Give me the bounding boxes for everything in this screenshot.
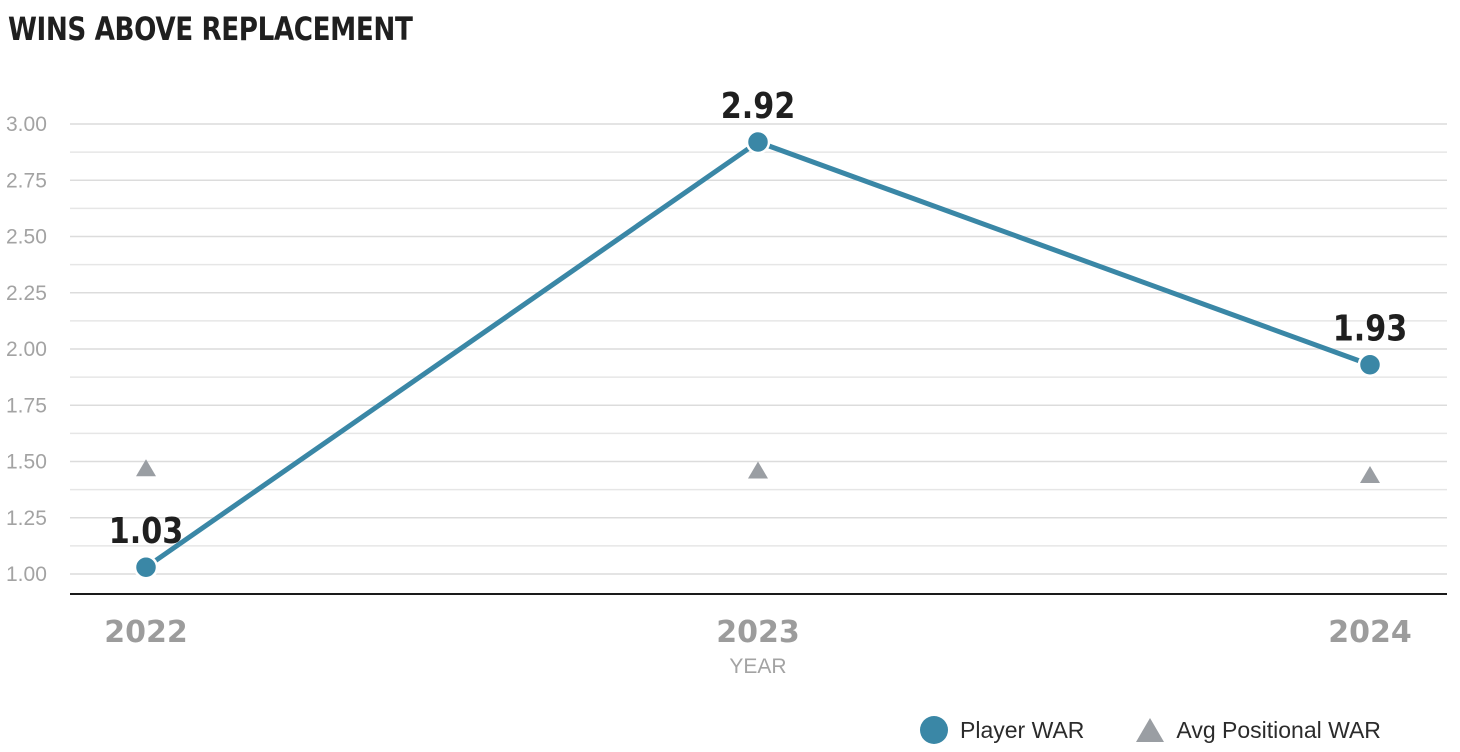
legend: Player WAR Avg Positional WAR [920, 716, 1381, 744]
y-tick-label: 2.00 [6, 338, 47, 361]
x-axis-label: YEAR [729, 655, 786, 678]
y-tick-label: 1.75 [6, 394, 47, 417]
x-axis-ticks: 2022 2023 2024 [104, 615, 1412, 650]
avg-positional-war-marker [748, 461, 768, 479]
player-war-point[interactable] [133, 555, 159, 580]
y-tick-label: 1.25 [6, 507, 47, 530]
triangle-marker-icon [1136, 718, 1165, 742]
y-tick-label: 1.50 [6, 451, 47, 474]
y-tick-label: 2.75 [6, 169, 47, 192]
player-war-point[interactable] [745, 129, 771, 155]
series-layer [133, 129, 1383, 580]
circle-marker-icon [920, 716, 948, 744]
y-axis-ticks: 1.00 1.25 1.50 1.75 2.00 2.25 2.50 2.75 3.00 [6, 113, 47, 586]
y-tick-label: 3.00 [6, 113, 47, 136]
grid-lines [70, 123, 1447, 575]
x-tick-label: 2023 [716, 615, 800, 650]
player-war-data-label: 1.93 [1333, 307, 1408, 349]
player-war-data-label: 2.92 [721, 84, 796, 126]
player-war-data-label: 1.03 [109, 510, 184, 552]
avg-positional-war-marker [1360, 466, 1380, 483]
player-war-line [144, 139, 1371, 570]
legend-label-player-war: Player WAR [960, 716, 1085, 743]
y-tick-label: 1.00 [6, 563, 47, 586]
legend-item-avg-positional-war[interactable]: Avg Positional WAR [1136, 717, 1381, 744]
y-tick-label: 2.25 [6, 282, 47, 305]
legend-label-avg-positional-war: Avg Positional WAR [1176, 716, 1381, 743]
data-labels: 1.03 2.92 1.93 [109, 84, 1408, 551]
x-tick-label: 2022 [104, 615, 188, 650]
x-tick-label: 2024 [1328, 615, 1412, 650]
player-war-point[interactable] [1357, 352, 1383, 377]
chart-title: WINS ABOVE REPLACEMENT [8, 10, 413, 48]
avg-positional-war-marker [136, 459, 156, 477]
legend-item-player-war[interactable]: Player WAR [920, 716, 1084, 744]
y-tick-label: 2.50 [6, 226, 47, 249]
